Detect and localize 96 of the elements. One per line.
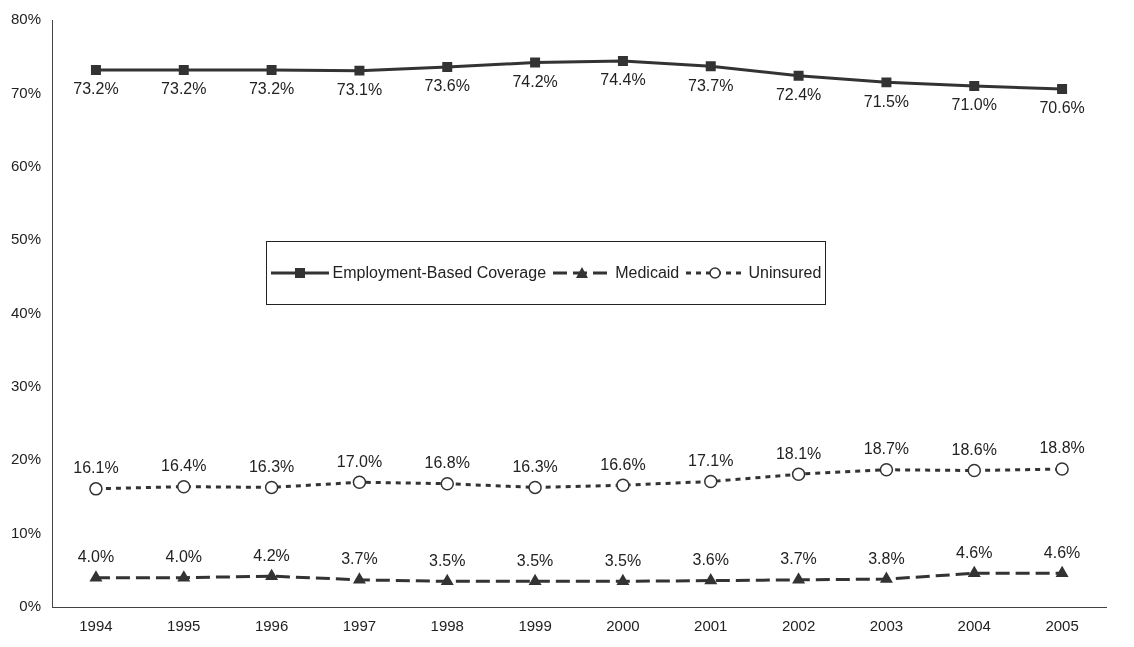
data-label: 16.4% [161, 457, 207, 475]
x-tick-label: 2000 [606, 617, 640, 635]
x-tick-label: 2002 [781, 617, 816, 635]
data-label: 71.0% [951, 96, 997, 114]
x-tick-label: 1998 [430, 617, 464, 635]
point [616, 574, 629, 586]
point [352, 475, 367, 490]
point [879, 463, 894, 477]
data-label: 74.2% [512, 72, 558, 90]
y-tick-label: 0% [19, 597, 42, 615]
data-label: 3.6% [692, 550, 729, 568]
point [266, 64, 277, 75]
x-tick-label: 1999 [518, 617, 552, 635]
x-tick-label: 2001 [694, 617, 728, 635]
data-label: 73.2% [248, 80, 295, 98]
point [793, 70, 804, 81]
point [265, 569, 278, 580]
point [967, 463, 981, 478]
point [616, 478, 630, 492]
data-label: 4.6% [956, 543, 993, 561]
data-label: 18.8% [1039, 439, 1085, 457]
data-label: 18.6% [951, 440, 997, 458]
data-label: 3.5% [516, 551, 554, 569]
data-label: 16.1% [73, 459, 119, 477]
x-tick-label: 2004 [957, 617, 991, 635]
point [1056, 566, 1069, 577]
data-label: 70.6% [1039, 99, 1085, 117]
point [969, 81, 980, 92]
y-tick-label: 40% [10, 303, 42, 321]
point [705, 61, 716, 72]
data-label: 16.8% [424, 454, 470, 472]
point [704, 573, 717, 585]
point [178, 64, 189, 75]
point [442, 61, 453, 72]
x-tick-label: 1995 [167, 617, 201, 635]
data-label: 73.1% [336, 81, 383, 99]
x-tick-label: 2003 [869, 617, 904, 635]
point [177, 570, 190, 582]
y-tick-label: 20% [10, 450, 42, 468]
point [704, 474, 718, 489]
data-label: 71.5% [863, 92, 910, 110]
data-label: 18.7% [863, 440, 910, 458]
y-tick-label: 10% [10, 523, 42, 541]
point [440, 476, 455, 491]
y-tick-label: 30% [10, 377, 42, 395]
data-label: 16.3% [248, 457, 295, 475]
x-tick-label: 1997 [342, 617, 377, 635]
y-tick-label: 70% [10, 83, 42, 101]
data-label: 73.2% [161, 80, 207, 98]
point [89, 570, 102, 582]
x-tick-label: 2005 [1045, 617, 1079, 635]
data-label: 4.6% [1043, 543, 1081, 561]
y-tick-label: 50% [10, 230, 42, 248]
point [441, 574, 454, 586]
point [354, 65, 365, 76]
legend-label: Uninsured [748, 264, 822, 282]
point [968, 566, 981, 577]
data-label: 16.6% [600, 455, 646, 473]
point [792, 573, 805, 584]
point [353, 573, 366, 584]
point [177, 479, 191, 494]
data-label: 73.6% [424, 77, 470, 95]
point [530, 57, 541, 68]
data-label: 4.0% [165, 548, 202, 566]
data-label: 3.7% [780, 550, 817, 568]
data-label: 74.4% [600, 71, 646, 89]
point [791, 467, 806, 481]
point [1057, 83, 1068, 94]
data-label: 3.5% [429, 551, 466, 569]
data-label: 73.7% [688, 76, 734, 94]
legend-label: Employment-Based Coverage [332, 264, 547, 282]
legend-label: Medicaid [615, 264, 680, 282]
data-label: 16.3% [512, 457, 558, 475]
point [528, 480, 542, 495]
data-label: 4.2% [253, 546, 290, 564]
point [264, 480, 279, 495]
data-label: 3.7% [341, 550, 378, 568]
data-label: 73.2% [73, 80, 119, 98]
data-label: 18.1% [775, 444, 822, 462]
y-tick-label: 80% [10, 10, 42, 28]
x-tick-label: 1994 [79, 617, 113, 635]
point [529, 574, 542, 586]
data-label: 3.5% [604, 551, 642, 569]
point [617, 56, 628, 67]
data-label: 17.1% [688, 451, 734, 469]
point [90, 64, 101, 75]
point [880, 572, 893, 583]
data-label: 4.0% [77, 548, 115, 566]
point [89, 482, 103, 496]
point [881, 77, 892, 88]
x-tick-label: 1996 [254, 617, 289, 635]
data-label: 17.0% [336, 452, 383, 470]
point [1055, 462, 1069, 476]
y-tick-label: 60% [10, 156, 42, 174]
data-label: 3.8% [868, 549, 905, 567]
data-label: 72.4% [775, 86, 822, 104]
